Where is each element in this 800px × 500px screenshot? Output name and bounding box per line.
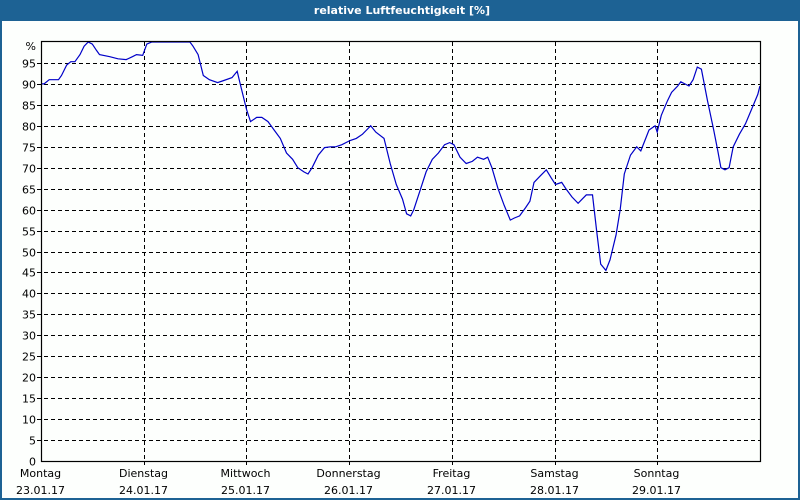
y-tick-label: 65	[22, 184, 36, 197]
y-tick-label: 90	[22, 79, 36, 92]
x-tick-day: Dienstag	[119, 467, 168, 480]
y-tick-label: 50	[22, 247, 36, 260]
x-tick-date: 29.01.17	[632, 484, 681, 497]
x-tick-date: 24.01.17	[119, 484, 168, 497]
y-tick-label: 15	[22, 393, 36, 406]
grid-lines	[37, 42, 760, 465]
y-tick-label: 10	[22, 414, 36, 427]
x-tick-day: Mittwoch	[221, 467, 271, 480]
y-tick-label: 60	[22, 205, 36, 218]
y-tick-label: 30	[22, 330, 36, 343]
humidity-line	[41, 41, 761, 272]
y-tick-label: 35	[22, 309, 36, 322]
x-tick-day: Sonntag	[634, 467, 680, 480]
y-tick-label: 20	[22, 372, 36, 385]
x-tick-day: Freitag	[433, 467, 471, 480]
x-tick-day: Samstag	[530, 467, 578, 480]
y-tick-label: 80	[22, 121, 36, 134]
x-tick-day: Montag	[20, 467, 61, 480]
y-unit-label: %	[26, 40, 36, 53]
y-axis: 0 5 10 15 20 25 30 35 40 45 50 55 60 65 70 75 80 85 90 95%	[22, 40, 36, 469]
y-tick-label: 55	[22, 226, 36, 239]
plot-area-border	[40, 40, 762, 463]
y-tick-label: 40	[22, 288, 36, 301]
x-tick-date: 27.01.17	[427, 484, 476, 497]
x-tick-date: 23.01.17	[16, 484, 65, 497]
y-tick-label: 5	[29, 435, 36, 448]
y-tick-label: 85	[22, 100, 36, 113]
chart-title: relative Luftfeuchtigkeit [%]	[2, 0, 800, 21]
y-tick-label: 0	[29, 456, 36, 469]
y-tick-label: 70	[22, 163, 36, 176]
y-tick-label: 75	[22, 142, 36, 155]
y-tick-label: 25	[22, 351, 36, 364]
x-axis: Montag 23.01.17 Dienstag 24.01.17 Mittwoch 25…	[16, 467, 681, 497]
x-tick-date: 25.01.17	[221, 484, 270, 497]
x-tick-day: Donnerstag	[316, 467, 380, 480]
y-tick-label: 45	[22, 267, 36, 280]
x-tick-date: 28.01.17	[530, 484, 579, 497]
x-tick-date: 26.01.17	[324, 484, 373, 497]
y-tick-label: 95	[22, 58, 36, 71]
